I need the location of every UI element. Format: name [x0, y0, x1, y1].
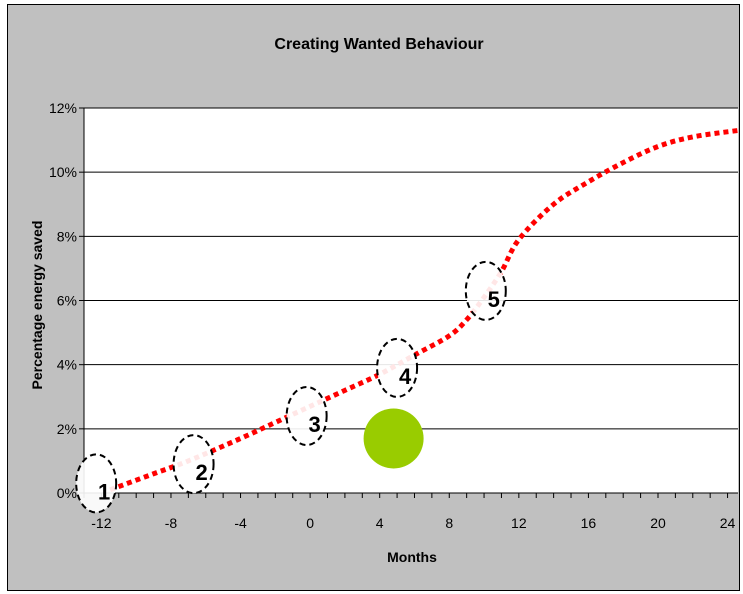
step-marker-ellipse [376, 337, 419, 398]
x-tick-label: 8 [445, 515, 453, 531]
x-tick-label: 20 [650, 515, 666, 531]
x-tick-label: 0 [306, 515, 314, 531]
x-axis-title: Months [387, 549, 437, 565]
x-tick-label: -4 [234, 515, 247, 531]
step-markers: 1 2 3 4 5 [75, 260, 507, 514]
step-marker-ellipse [285, 386, 328, 446]
x-tick-label: 24 [720, 515, 736, 531]
step-marker-label: 3 [309, 412, 321, 437]
step-marker-label: 5 [488, 287, 500, 312]
axes: 0%2%4%6%8%10%12%-12 -8 -4 0 4 8 12 16 20 24 [49, 100, 738, 531]
y-axis-title: Percentage energy saved [29, 221, 45, 390]
highlight-point [363, 408, 424, 469]
series-layer [109, 127, 739, 493]
x-tick-label: 16 [581, 515, 597, 531]
y-tick-label: 4% [57, 357, 77, 373]
x-tick-label: -8 [165, 515, 178, 531]
step-marker-label: 4 [399, 364, 412, 389]
y-tick-label: 12% [49, 100, 77, 116]
chart-title: Creating Wanted Behaviour [274, 36, 483, 53]
y-tick-label: 8% [57, 228, 77, 244]
x-tick-label: 4 [376, 515, 384, 531]
step-marker-label: 1 [98, 479, 110, 504]
y-tick-label: 10% [49, 164, 77, 180]
step-marker-ellipse [172, 434, 215, 495]
y-tick-label: 0% [57, 485, 77, 501]
y-tick-label: 6% [57, 293, 77, 309]
step-marker-ellipse [464, 260, 507, 321]
x-tick-label: -12 [91, 515, 111, 531]
x-tick-label: 12 [511, 515, 527, 531]
step-marker-ellipse [75, 453, 118, 514]
y-tick-label: 2% [57, 421, 77, 437]
step-marker-label: 2 [195, 460, 207, 485]
